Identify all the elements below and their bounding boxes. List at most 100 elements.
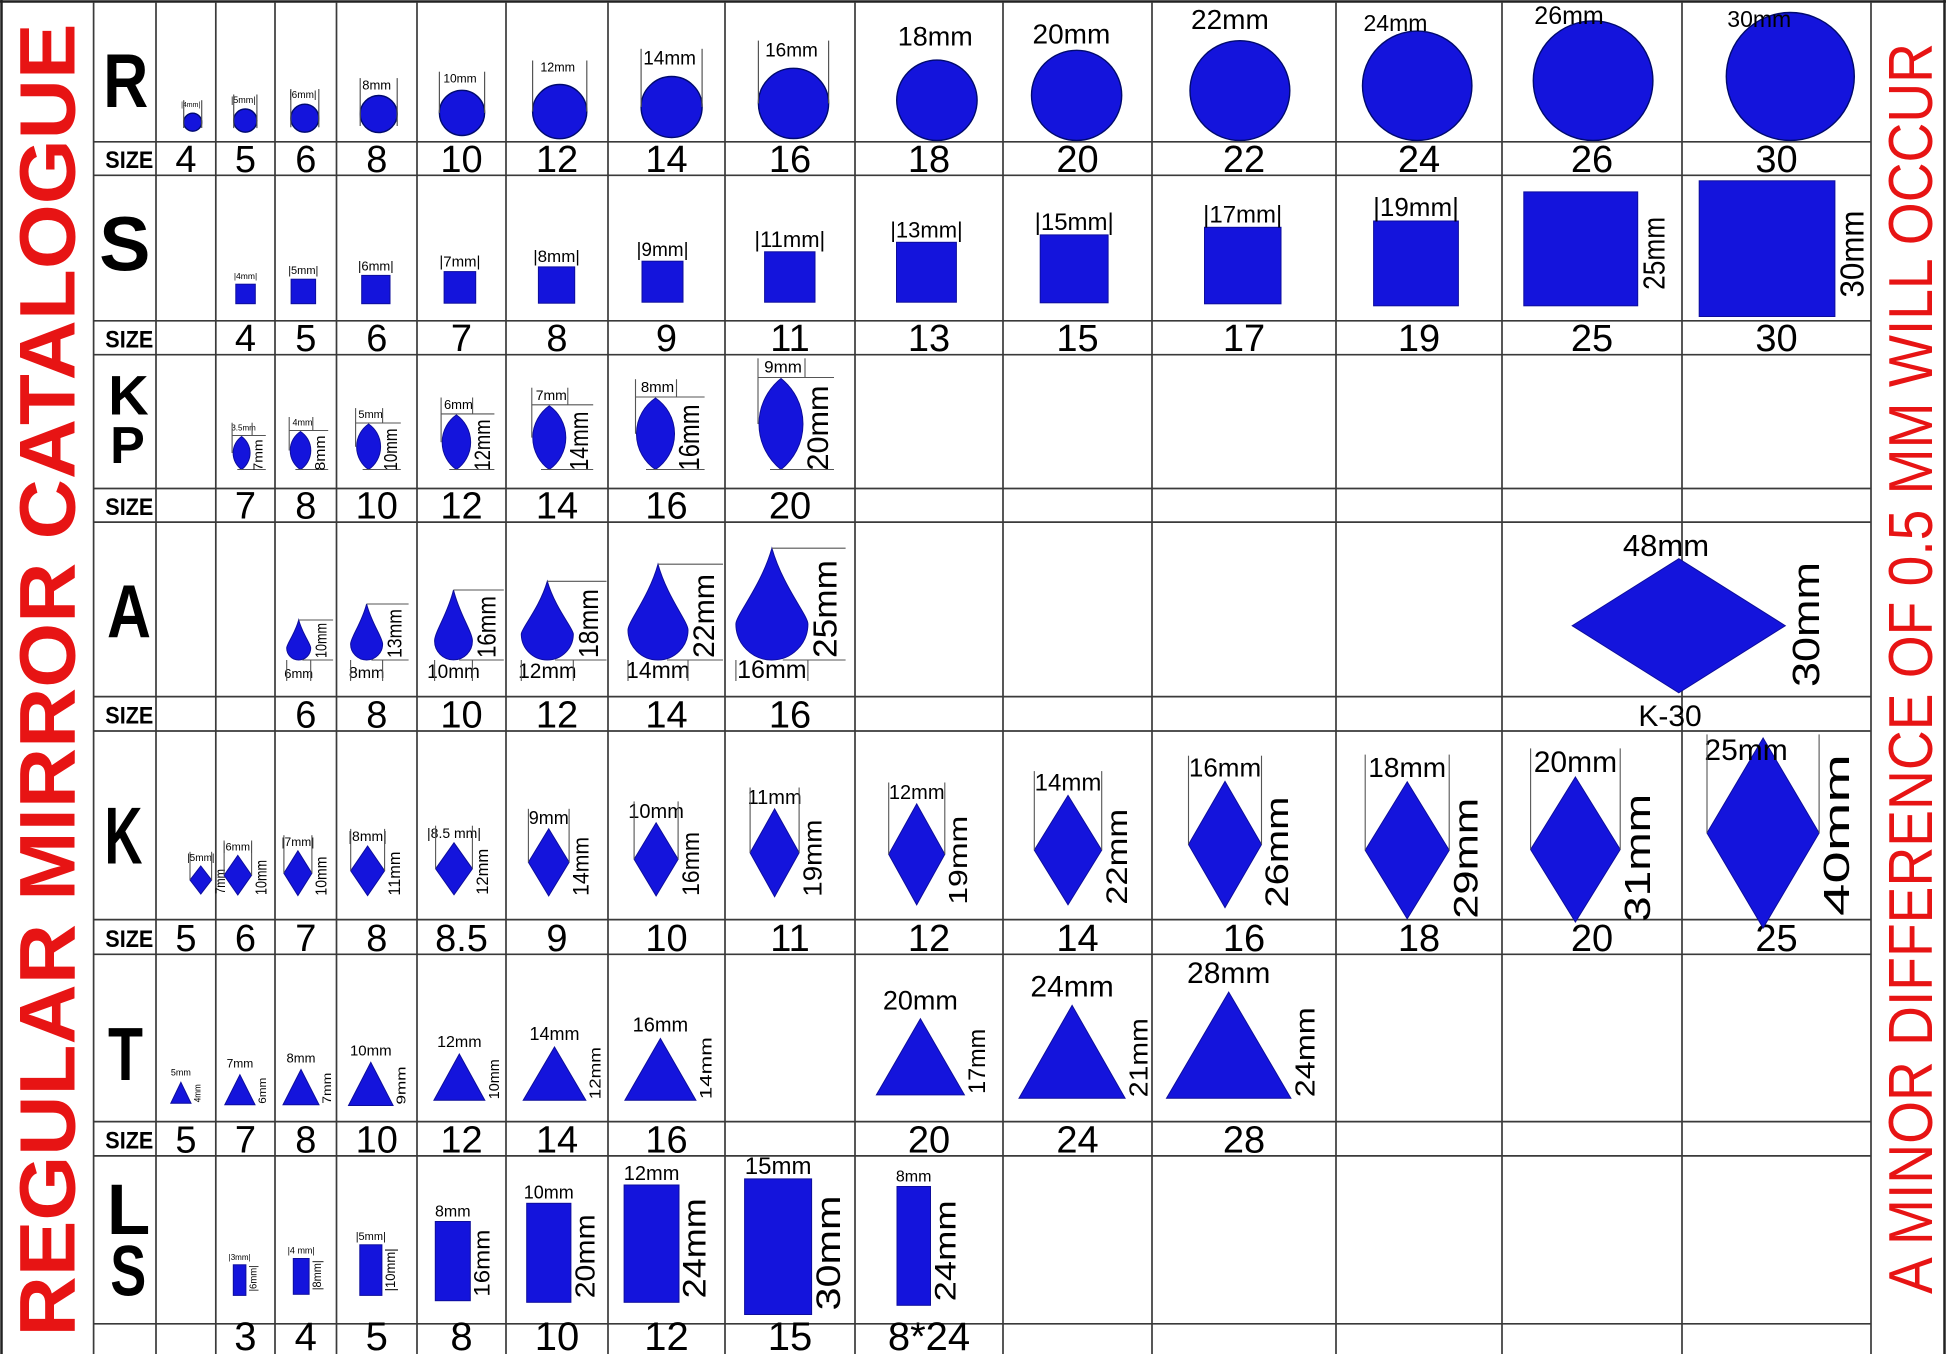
svg-text:7mm: 7mm (251, 440, 266, 471)
svg-text:40mm: 40mm (1816, 754, 1857, 916)
svg-text:16mm: 16mm (472, 596, 502, 658)
svg-text:20: 20 (1571, 918, 1613, 960)
svg-text:|6mm|: |6mm| (223, 841, 253, 853)
svg-text:10mm: 10mm (314, 857, 331, 896)
svg-text:SIZE: SIZE (105, 494, 153, 521)
svg-text:14: 14 (645, 139, 687, 181)
svg-text:12mm: 12mm (889, 782, 945, 804)
svg-text:|5mm|: |5mm| (187, 853, 214, 864)
svg-text:14mm: 14mm (643, 49, 696, 70)
svg-text:25mm: 25mm (1637, 217, 1672, 290)
svg-text:8mm: 8mm (641, 379, 674, 396)
svg-text:14: 14 (536, 1119, 578, 1161)
svg-text:14mm: 14mm (626, 657, 690, 683)
svg-text:|8mm|: |8mm| (348, 828, 386, 844)
svg-text:7: 7 (295, 918, 316, 960)
svg-text:31mm: 31mm (1617, 794, 1658, 922)
svg-text:4mm: 4mm (193, 1084, 203, 1102)
svg-text:SIZE: SIZE (105, 703, 153, 730)
svg-text:8mm: 8mm (896, 1169, 932, 1186)
svg-text:16mm: 16mm (633, 1015, 689, 1037)
svg-text:A: A (107, 569, 151, 653)
svg-text:21mm: 21mm (1123, 1018, 1153, 1097)
svg-text:20: 20 (1056, 139, 1098, 181)
svg-text:9: 9 (546, 918, 567, 960)
svg-text:15: 15 (1056, 318, 1098, 360)
svg-text:K: K (105, 791, 143, 881)
svg-text:S: S (110, 1233, 146, 1312)
svg-text:K: K (108, 364, 148, 427)
svg-text:7mm: 7mm (320, 1073, 334, 1104)
svg-text:|4 mm|: |4 mm| (288, 1246, 315, 1256)
svg-text:|4mm|: |4mm| (181, 102, 200, 109)
svg-text:24mm: 24mm (677, 1198, 713, 1298)
svg-text:12: 12 (644, 1315, 689, 1354)
svg-text:12: 12 (908, 918, 950, 960)
svg-text:8mm: 8mm (287, 1051, 316, 1066)
svg-text:|3mm|: |3mm| (229, 1253, 251, 1262)
svg-text:T: T (108, 1012, 143, 1096)
svg-text:10mm: 10mm (486, 1059, 503, 1099)
svg-text:9mm: 9mm (529, 808, 569, 828)
svg-text:14mm: 14mm (697, 1037, 716, 1099)
svg-text:SIZE: SIZE (105, 926, 153, 953)
svg-text:12mm: 12mm (470, 419, 495, 470)
svg-text:14mm: 14mm (568, 837, 593, 896)
svg-text:8*24: 8*24 (888, 1315, 970, 1354)
svg-text:|5mm|: |5mm| (356, 1231, 386, 1243)
svg-text:12mm: 12mm (588, 1047, 605, 1099)
svg-text:10mm: 10mm (350, 1042, 392, 1059)
svg-text:8: 8 (366, 139, 387, 181)
svg-text:A MINOR DIFFERENCE OF 0.5 MM W: A MINOR DIFFERENCE OF 0.5 MM WILL OCCUR (1877, 43, 1946, 1294)
svg-text:6: 6 (295, 695, 316, 737)
svg-text:8: 8 (546, 318, 567, 360)
svg-text:7: 7 (235, 486, 256, 528)
svg-text:20: 20 (908, 1119, 950, 1161)
svg-text:16mm: 16mm (674, 405, 706, 471)
svg-text:|8mm|: |8mm| (310, 1260, 324, 1290)
svg-text:14mm: 14mm (564, 412, 594, 471)
svg-text:10: 10 (440, 139, 482, 181)
svg-text:48mm: 48mm (1623, 528, 1709, 563)
svg-text:26mm: 26mm (1534, 2, 1603, 30)
svg-text:30mm: 30mm (1786, 562, 1828, 687)
svg-text:10: 10 (645, 918, 687, 960)
svg-text:5: 5 (175, 1119, 196, 1161)
svg-text:|6mm|: |6mm| (358, 258, 394, 273)
svg-text:REGULAR MIRROR CATALOGUE: REGULAR MIRROR CATALOGUE (3, 24, 92, 1337)
svg-text:|7mm|: |7mm| (439, 254, 480, 271)
svg-text:19mm: 19mm (797, 820, 827, 897)
svg-text:29mm: 29mm (1447, 798, 1485, 919)
svg-text:12mm: 12mm (624, 1163, 680, 1185)
svg-text:SIZE: SIZE (105, 326, 153, 353)
svg-text:6: 6 (366, 318, 387, 360)
svg-text:7: 7 (451, 318, 472, 360)
svg-text:12: 12 (536, 695, 578, 737)
svg-text:|6mm|: |6mm| (289, 90, 316, 101)
svg-text:10mm: 10mm (381, 429, 401, 471)
svg-text:22: 22 (1223, 139, 1265, 181)
svg-text:6: 6 (235, 918, 256, 960)
svg-text:15mm: 15mm (745, 1153, 812, 1180)
svg-text:|5mm|: |5mm| (288, 265, 318, 277)
svg-text:17: 17 (1223, 318, 1265, 360)
svg-text:10: 10 (356, 1119, 398, 1161)
svg-text:10: 10 (356, 486, 398, 528)
svg-text:8: 8 (366, 695, 387, 737)
svg-text:12mm: 12mm (473, 849, 492, 895)
svg-text:|6mm|: |6mm| (248, 1265, 259, 1291)
svg-text:6mm: 6mm (284, 666, 313, 681)
svg-text:5: 5 (175, 918, 196, 960)
svg-text:5: 5 (235, 139, 256, 181)
svg-text:8mm: 8mm (349, 665, 385, 682)
svg-text:8: 8 (295, 1119, 316, 1161)
svg-text:L: L (107, 1171, 150, 1250)
svg-text:5: 5 (366, 1315, 388, 1354)
svg-text:18: 18 (1398, 918, 1440, 960)
svg-text:14: 14 (645, 695, 687, 737)
svg-text:10mm: 10mm (443, 71, 476, 85)
svg-text:|4mm|: |4mm| (234, 271, 257, 281)
svg-text:4mm: 4mm (293, 418, 313, 428)
svg-text:11mm: 11mm (748, 787, 802, 809)
svg-text:16: 16 (769, 139, 811, 181)
